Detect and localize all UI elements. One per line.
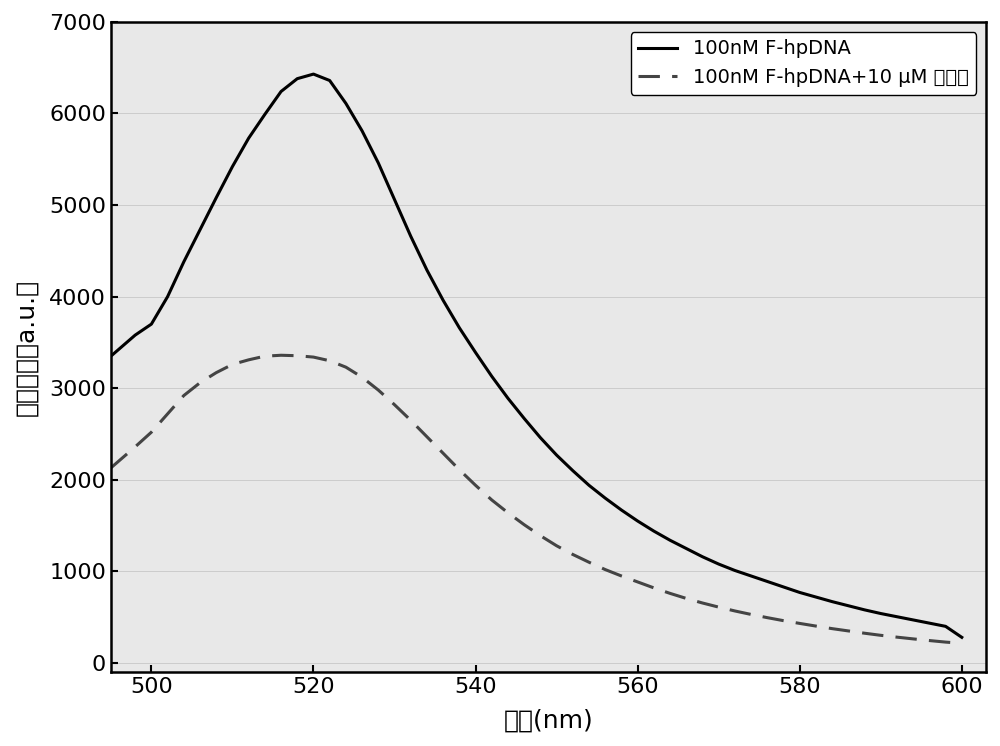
100nM F-hpDNA bbox=[632, 516, 644, 525]
Y-axis label: 荧光强度（a.u.）: 荧光强度（a.u.） bbox=[14, 278, 38, 416]
Line: 100nM F-hpDNA: 100nM F-hpDNA bbox=[111, 74, 962, 637]
100nM F-hpDNA+10 μM 大黄素 bbox=[778, 616, 790, 625]
100nM F-hpDNA bbox=[956, 633, 968, 642]
100nM F-hpDNA bbox=[356, 126, 368, 135]
100nM F-hpDNA+10 μM 大黄素 bbox=[275, 351, 287, 360]
Legend: 100nM F-hpDNA, 100nM F-hpDNA+10 μM 大黄素: 100nM F-hpDNA, 100nM F-hpDNA+10 μM 大黄素 bbox=[631, 31, 976, 95]
100nM F-hpDNA+10 μM 大黄素 bbox=[664, 589, 676, 598]
100nM F-hpDNA bbox=[778, 583, 790, 592]
100nM F-hpDNA+10 μM 大黄素 bbox=[875, 631, 887, 640]
100nM F-hpDNA+10 μM 大黄素 bbox=[356, 373, 368, 382]
100nM F-hpDNA bbox=[105, 351, 117, 360]
100nM F-hpDNA+10 μM 大黄素 bbox=[105, 463, 117, 472]
100nM F-hpDNA bbox=[307, 69, 319, 78]
100nM F-hpDNA+10 μM 大黄素 bbox=[632, 577, 644, 586]
100nM F-hpDNA bbox=[664, 536, 676, 545]
100nM F-hpDNA bbox=[615, 506, 627, 515]
100nM F-hpDNA+10 μM 大黄素 bbox=[956, 639, 968, 648]
100nM F-hpDNA bbox=[875, 609, 887, 618]
X-axis label: 波长(nm): 波长(nm) bbox=[504, 708, 593, 732]
100nM F-hpDNA+10 μM 大黄素 bbox=[615, 571, 627, 580]
Line: 100nM F-hpDNA+10 μM 大黄素: 100nM F-hpDNA+10 μM 大黄素 bbox=[111, 355, 962, 643]
